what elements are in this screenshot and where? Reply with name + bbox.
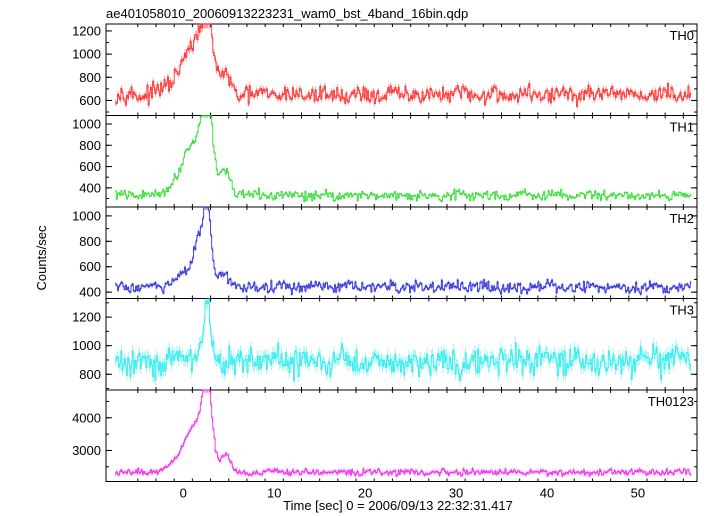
y-tick-label: 800 (79, 234, 101, 249)
series-line-th1 (115, 115, 692, 202)
y-tick-label: 3000 (72, 443, 101, 458)
chart-title: ae401058010_20060913223231_wam0_bst_4ban… (106, 6, 468, 21)
x-tick-label: 30 (449, 486, 463, 501)
y-tick-label: 600 (79, 93, 101, 108)
panel-frame (105, 298, 698, 391)
x-tick-label: 50 (631, 486, 645, 501)
y-tick-label: 600 (79, 259, 101, 274)
panel-frame (105, 115, 698, 208)
panel-label: TH0123 (648, 394, 694, 409)
y-tick-label: 800 (79, 367, 101, 382)
panel-th0: 600 800 1000 1200 TH0 (72, 23, 698, 116)
x-tick-label: 10 (267, 486, 281, 501)
series-errorbars (115, 115, 691, 203)
series-errorbars (115, 24, 691, 110)
panel-th3: 800 1000 1200 TH3 (72, 298, 698, 391)
series-line-th2 (115, 206, 692, 295)
series-line-th0 (115, 23, 692, 107)
panel-label: TH2 (669, 211, 694, 226)
panel-frame (105, 389, 698, 482)
x-axis-label: Time [sec] 0 = 2006/09/13 22:32:31.417 (283, 498, 513, 513)
panel-label: TH3 (669, 303, 694, 318)
x-tick-label: 40 (540, 486, 554, 501)
panel-th2: 400 600 800 1000 TH2 (72, 206, 698, 300)
series-line-th3 (115, 298, 692, 382)
y-tick-label: 600 (79, 159, 101, 174)
x-tick-label: 0 (180, 486, 187, 501)
panel-th0123: 3000 4000 TH0123 (72, 389, 698, 482)
y-tick-label: 1000 (72, 117, 101, 132)
y-tick-label: 1000 (72, 47, 101, 62)
y-tick-label: 4000 (72, 410, 101, 425)
y-axis-label: Counts/sec (34, 225, 49, 291)
series-errorbars (115, 207, 691, 296)
y-tick-label: 400 (79, 285, 101, 300)
y-tick-label: 800 (79, 70, 101, 85)
y-tick-label: 800 (79, 138, 101, 153)
y-tick-label: 1000 (72, 338, 101, 353)
panel-th1: 400 600 800 1000 TH1 (72, 115, 698, 208)
x-tick-label: 20 (358, 486, 372, 501)
panel-label: TH0 (669, 28, 694, 43)
series-line-th0123 (115, 389, 692, 477)
panel-label: TH1 (669, 120, 694, 135)
y-tick-label: 1200 (72, 310, 101, 325)
y-tick-label: 400 (79, 180, 101, 195)
y-tick-label: 1000 (72, 208, 101, 223)
y-tick-label: 1200 (72, 23, 101, 38)
